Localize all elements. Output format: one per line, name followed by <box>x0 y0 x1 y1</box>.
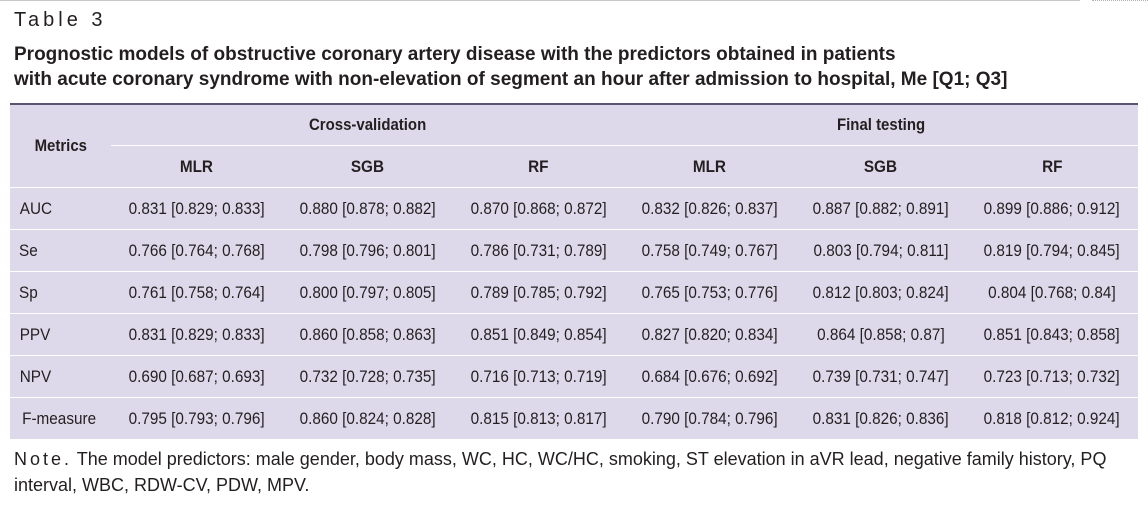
table-cell: 0.803 [0.794; 0.811] <box>795 229 967 272</box>
top-rule <box>0 0 1080 1</box>
table-cell: 0.870 [0.868; 0.872] <box>453 187 625 230</box>
table-cell: 0.739 [0.731; 0.747] <box>795 355 967 398</box>
table-note: Note. The model predictors: male gender,… <box>14 446 1144 498</box>
table-cell: 0.860 [0.858; 0.863] <box>282 313 453 356</box>
table-row: Se 0.766 [0.764; 0.768] 0.798 [0.796; 0.… <box>10 229 1139 272</box>
table-cell: 0.827 [0.820; 0.834] <box>624 313 796 356</box>
table-cell: 0.851 [0.843; 0.858] <box>966 313 1139 356</box>
table-row: Sp 0.761 [0.758; 0.764] 0.800 [0.797; 0.… <box>10 271 1139 314</box>
table-cell: 0.690 [0.687; 0.693] <box>111 355 282 398</box>
cross-validation-header: Cross-validation <box>308 115 427 134</box>
table-cell: 0.860 [0.824; 0.828] <box>282 397 453 439</box>
table-cell: 0.899 [0.886; 0.912] <box>966 187 1139 230</box>
table-cell: 0.831 [0.829; 0.833] <box>111 313 282 356</box>
metric-label: AUC <box>10 187 111 230</box>
table-cell: 0.790 [0.784; 0.796] <box>624 397 796 439</box>
caption-line-1: Prognostic models of obstructive coronar… <box>14 44 896 65</box>
table-cell: 0.761 [0.758; 0.764] <box>111 271 282 314</box>
column-header: RF <box>966 145 1139 188</box>
table-cell: 0.887 [0.882; 0.891] <box>795 187 967 230</box>
table-caption: Prognostic models of obstructive coronar… <box>14 42 1144 92</box>
table-row: AUC 0.831 [0.829; 0.833] 0.880 [0.878; 0… <box>10 187 1139 230</box>
column-header: SGB <box>795 145 967 188</box>
caption-line-2: with acute coronary syndrome with non-el… <box>14 69 1008 90</box>
table-cell: 0.795 [0.793; 0.796] <box>111 397 282 439</box>
table-cell: 0.716 [0.713; 0.719] <box>453 355 625 398</box>
table-cell: 0.732 [0.728; 0.735] <box>282 355 453 398</box>
note-text: The model predictors: male gender, body … <box>14 449 1107 495</box>
table-cell: 0.786 [0.731; 0.789] <box>453 229 625 272</box>
table-cell: 0.758 [0.749; 0.767] <box>624 229 796 272</box>
metric-label: NPV <box>10 355 111 398</box>
metrics-header: Metrics <box>34 136 87 155</box>
metric-label: Se <box>10 229 111 272</box>
metric-label: Sp <box>10 271 111 314</box>
table-cell: 0.789 [0.785; 0.792] <box>453 271 625 314</box>
table-row: F-measure 0.795 [0.793; 0.796] 0.860 [0.… <box>10 397 1139 439</box>
results-table: Metrics Cross-validation Final testing M… <box>10 103 1139 439</box>
table-row: PPV 0.831 [0.829; 0.833] 0.860 [0.858; 0… <box>10 313 1139 356</box>
column-header: RF <box>453 145 625 188</box>
table-cell: 0.798 [0.796; 0.801] <box>282 229 453 272</box>
table-cell: 0.766 [0.764; 0.768] <box>111 229 282 272</box>
metric-label: F-measure <box>10 397 111 439</box>
table-cell: 0.818 [0.812; 0.924] <box>966 397 1139 439</box>
table-cell: 0.880 [0.878; 0.882] <box>282 187 453 230</box>
table-cell: 0.800 [0.797; 0.805] <box>282 271 453 314</box>
final-testing-header: Final testing <box>836 115 926 134</box>
table-cell: 0.765 [0.753; 0.776] <box>624 271 796 314</box>
column-header: MLR <box>624 145 796 188</box>
table-cell: 0.684 [0.676; 0.692] <box>624 355 796 398</box>
table-cell: 0.864 [0.858; 0.87] <box>795 313 967 356</box>
top-rule-dotted <box>1092 0 1148 2</box>
column-header: SGB <box>282 145 453 188</box>
metric-label: PPV <box>10 313 111 356</box>
table-cell: 0.812 [0.803; 0.824] <box>795 271 967 314</box>
table-cell: 0.815 [0.813; 0.817] <box>453 397 625 439</box>
table-cell: 0.723 [0.713; 0.732] <box>966 355 1139 398</box>
table-cell: 0.851 [0.849; 0.854] <box>453 313 625 356</box>
table-label: Table 3 <box>14 9 107 31</box>
table-cell: 0.819 [0.794; 0.845] <box>966 229 1139 272</box>
note-label: Note. <box>14 449 73 469</box>
table-row: NPV 0.690 [0.687; 0.693] 0.732 [0.728; 0… <box>10 355 1139 398</box>
table-cell: 0.831 [0.826; 0.836] <box>795 397 967 439</box>
table-cell: 0.804 [0.768; 0.84] <box>966 271 1139 314</box>
table-cell: 0.832 [0.826; 0.837] <box>624 187 796 230</box>
column-header: MLR <box>111 145 282 188</box>
table-cell: 0.831 [0.829; 0.833] <box>111 187 282 230</box>
